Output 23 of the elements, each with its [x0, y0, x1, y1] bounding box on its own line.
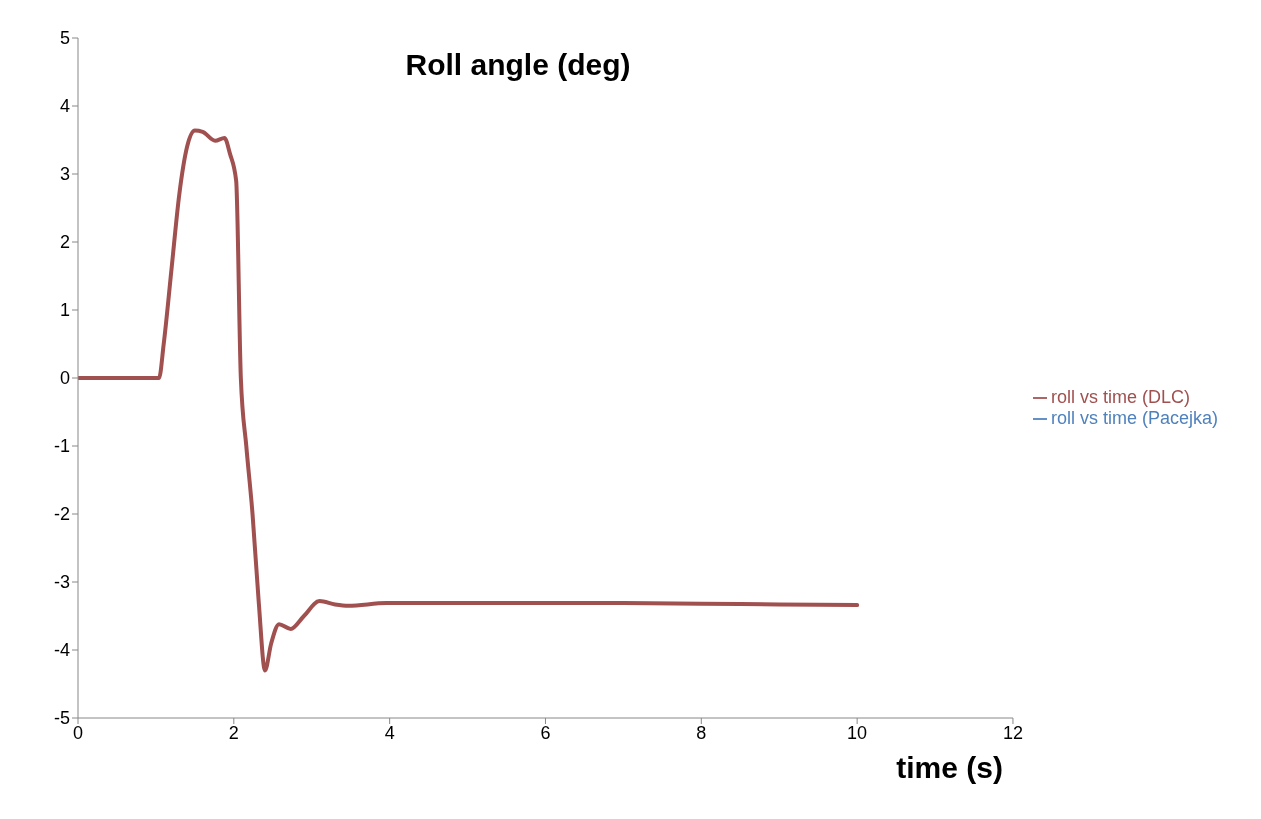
x-axis-title: time (s)	[896, 751, 1003, 784]
x-tick-label: 6	[540, 722, 551, 743]
x-tick-label: 0	[72, 722, 84, 743]
y-tick-label: 4	[59, 96, 70, 117]
y-tick-label: 1	[59, 300, 70, 321]
y-tick-label: -3	[53, 572, 70, 593]
legend-label: roll vs time (DLC)	[1050, 387, 1190, 407]
y-tick-label: 5	[59, 28, 70, 49]
y-tick-label: -1	[53, 436, 70, 457]
x-tick-label: 10	[847, 722, 868, 743]
x-tick-label: 4	[384, 722, 395, 743]
y-tick-label: 2	[59, 232, 70, 253]
line-series	[78, 128, 860, 673]
legend-label: roll vs time (Pacejka)	[1050, 408, 1218, 428]
x-tick-label: 2	[228, 722, 239, 743]
y-tick-label: 3	[59, 164, 70, 185]
y-tick-label: -4	[53, 640, 70, 661]
y-tick-label: -2	[53, 504, 70, 525]
x-tick-label: 8	[696, 722, 707, 743]
x-tick-label: 12	[1002, 722, 1023, 743]
y-tick-label: -5	[53, 708, 70, 729]
y-tick-label: 0	[59, 368, 70, 389]
chart-title: Roll angle (deg)	[404, 48, 632, 82]
